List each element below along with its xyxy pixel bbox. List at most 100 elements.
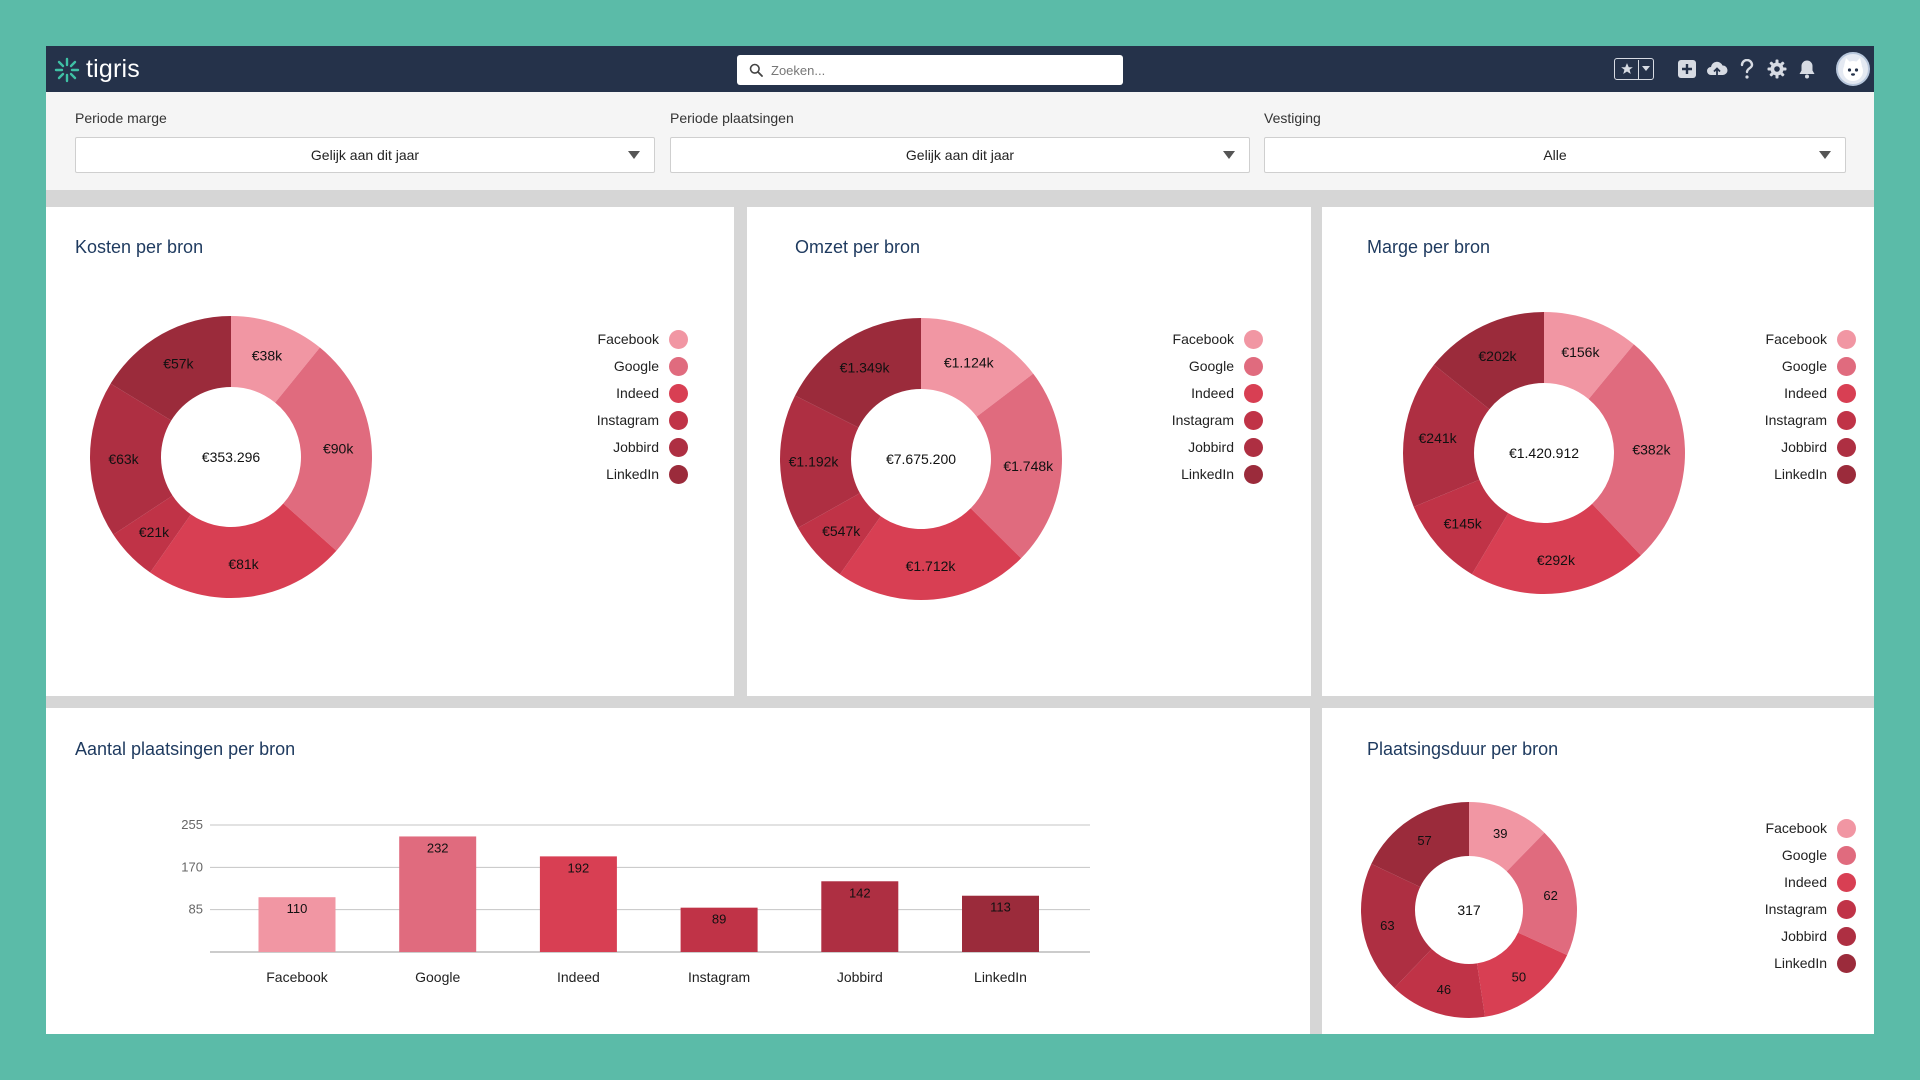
legend-item-instagram[interactable]: Instagram <box>1765 410 1856 430</box>
legend-item-linkedin[interactable]: LinkedIn <box>1774 953 1856 973</box>
slice-label-linkedin: 57 <box>1417 833 1431 848</box>
legend-item-instagram[interactable]: Instagram <box>1765 899 1856 919</box>
donut-slice-google[interactable] <box>1588 344 1685 556</box>
legend-item-indeed[interactable]: Indeed <box>1784 383 1856 403</box>
donut-slice-facebook[interactable] <box>1544 312 1634 400</box>
legend-item-jobbird[interactable]: Jobbird <box>1781 437 1856 457</box>
cloud-upload-icon[interactable] <box>1702 54 1732 84</box>
legend-item-facebook[interactable]: Facebook <box>1766 329 1856 349</box>
legend-label: Jobbird <box>1781 439 1827 455</box>
legend-item-indeed[interactable]: Indeed <box>1191 383 1263 403</box>
user-avatar-icon <box>1843 58 1863 81</box>
donut-slice-indeed[interactable] <box>150 503 337 598</box>
legend-item-jobbird[interactable]: Jobbird <box>1188 437 1263 457</box>
legend-item-indeed[interactable]: Indeed <box>1784 872 1856 892</box>
add-icon[interactable] <box>1672 54 1702 84</box>
card-plaatsingsduur-per-bron: Plaatsingsduur per bron 39 62 50 46 63 57 317 … <box>1322 708 1874 1034</box>
select-value: Gelijk aan dit jaar <box>905 147 1015 163</box>
x-tick-label: Instagram <box>688 969 750 985</box>
donut-slice-facebook[interactable] <box>231 316 320 403</box>
legend-label: Instagram <box>1764 412 1827 428</box>
legend-item-google[interactable]: Google <box>1189 356 1263 376</box>
chart-title: Plaatsingsduur per bron <box>1367 739 1559 759</box>
legend-item-jobbird[interactable]: Jobbird <box>613 437 688 457</box>
donut-slice-jobbird[interactable] <box>89 383 173 535</box>
avatar[interactable] <box>1836 52 1870 86</box>
notifications-bell-icon[interactable] <box>1792 54 1822 84</box>
donut-slice-indeed[interactable] <box>1471 503 1641 594</box>
legend-label: Indeed <box>1191 385 1234 401</box>
donut-slice-indeed[interactable] <box>839 508 1022 600</box>
legend-swatch <box>1837 926 1856 946</box>
bar-instagram[interactable] <box>680 907 758 952</box>
donut-slice-facebook[interactable] <box>1469 802 1545 872</box>
legend-item-facebook[interactable]: Facebook <box>1766 818 1856 838</box>
dropdown-arrow-icon <box>1819 151 1831 159</box>
bar-value-label: 110 <box>287 901 308 916</box>
donut-slice-google[interactable] <box>970 373 1062 559</box>
select-vestiging[interactable]: Alle <box>1264 137 1846 173</box>
legend-item-indeed[interactable]: Indeed <box>616 383 688 403</box>
slice-label-google: €1.748k <box>1003 458 1054 474</box>
legend-item-google[interactable]: Google <box>1782 845 1856 865</box>
legend-item-google[interactable]: Google <box>1782 356 1856 376</box>
donut-slice-indeed[interactable] <box>1476 932 1568 1017</box>
legend-item-instagram[interactable]: Instagram <box>1172 410 1263 430</box>
bar-jobbird[interactable] <box>821 881 899 952</box>
chart-legend: Facebook Google Indeed Instagram Jobbird Link… <box>46 207 734 696</box>
donut-slice-google[interactable] <box>1506 832 1577 956</box>
select-periode-marge[interactable]: Gelijk aan dit jaar <box>75 137 655 173</box>
select-value: Gelijk aan dit jaar <box>310 147 420 163</box>
chevron-down-icon[interactable] <box>1639 66 1653 72</box>
slice-label-facebook: €156k <box>1561 344 1600 360</box>
settings-gear-icon[interactable] <box>1762 54 1792 84</box>
donut-slice-jobbird[interactable] <box>780 395 860 528</box>
donut-slice-instagram[interactable] <box>113 495 191 573</box>
search-box[interactable] <box>737 55 1123 85</box>
legend-item-linkedin[interactable]: LinkedIn <box>1181 464 1263 484</box>
donut-slice-google[interactable] <box>275 347 372 551</box>
legend-item-jobbird[interactable]: Jobbird <box>1781 926 1856 946</box>
legend-item-linkedin[interactable]: LinkedIn <box>606 464 688 484</box>
donut-slice-instagram[interactable] <box>1394 949 1485 1018</box>
donut-chart-marge: €156k €382k €292k €145k €241k €202k €1.420.912 <box>1403 312 1685 594</box>
legend-label: Indeed <box>1784 385 1827 401</box>
bar-indeed[interactable] <box>539 856 617 952</box>
bar-linkedin[interactable] <box>962 895 1039 952</box>
donut-slice-linkedin[interactable] <box>795 318 921 428</box>
legend-swatch <box>1837 410 1856 430</box>
y-tick-label: 85 <box>189 902 203 917</box>
donut-center-total: €353.296 <box>202 449 261 465</box>
legend-swatch <box>669 383 688 403</box>
help-icon[interactable] <box>1732 54 1762 84</box>
select-periode-plaatsingen[interactable]: Gelijk aan dit jaar <box>670 137 1250 173</box>
donut-center-total: 317 <box>1457 902 1481 918</box>
bar-facebook[interactable] <box>258 897 336 952</box>
tigris-logo-icon <box>54 57 80 82</box>
donut-slice-facebook[interactable] <box>921 318 1034 417</box>
donut-slice-linkedin[interactable] <box>1433 312 1544 410</box>
slice-label-facebook: €1.124k <box>944 355 995 371</box>
donut-slice-instagram[interactable] <box>797 493 881 575</box>
app-logo[interactable]: tigris <box>54 55 140 84</box>
donut-slice-linkedin[interactable] <box>1371 802 1469 887</box>
bar-google[interactable] <box>399 836 477 952</box>
legend-item-instagram[interactable]: Instagram <box>597 410 688 430</box>
donut-slice-jobbird[interactable] <box>1403 364 1490 507</box>
x-tick-label: Google <box>415 969 460 985</box>
legend-swatch <box>1837 329 1856 349</box>
legend-swatch <box>1244 329 1263 349</box>
legend-item-google[interactable]: Google <box>614 356 688 376</box>
donut-center-total: €7.675.200 <box>886 451 956 467</box>
legend-item-linkedin[interactable]: LinkedIn <box>1774 464 1856 484</box>
legend-swatch <box>1244 464 1263 484</box>
search-input[interactable] <box>771 62 1101 78</box>
donut-slice-linkedin[interactable] <box>110 316 231 421</box>
favorites-dropdown[interactable] <box>1614 58 1654 80</box>
legend-item-facebook[interactable]: Facebook <box>598 329 688 349</box>
donut-slice-instagram[interactable] <box>1413 479 1509 575</box>
legend-label: Indeed <box>1784 874 1827 890</box>
donut-slice-jobbird[interactable] <box>1361 863 1432 989</box>
legend-item-facebook[interactable]: Facebook <box>1173 329 1263 349</box>
favorites-star-icon[interactable] <box>1615 59 1639 79</box>
